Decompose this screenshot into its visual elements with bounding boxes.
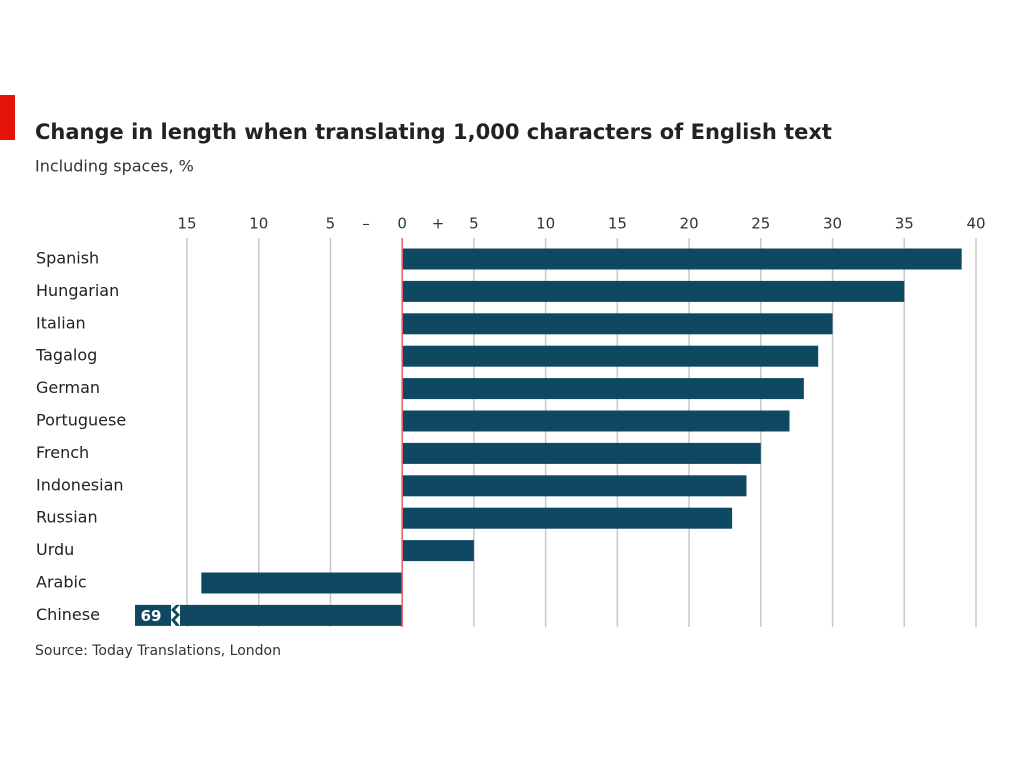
bar — [402, 442, 761, 464]
x-tick-label: 40 — [966, 215, 985, 233]
x-tick-label: 15 — [608, 215, 627, 233]
x-tick-label: 25 — [751, 215, 770, 233]
bar — [402, 475, 747, 497]
bar — [402, 313, 833, 335]
y-tick-label: Italian — [36, 313, 86, 332]
bar — [402, 540, 474, 562]
bar — [402, 410, 790, 432]
sign-label: + — [432, 215, 445, 233]
y-tick-label: German — [36, 378, 100, 397]
sign-label: – — [362, 215, 370, 233]
y-tick-label: Hungarian — [36, 281, 119, 300]
x-tick-label: 5 — [469, 215, 479, 233]
bar — [402, 280, 905, 302]
bar — [201, 572, 403, 594]
y-tick-label: Indonesian — [36, 475, 124, 494]
x-tick-label: 35 — [895, 215, 914, 233]
value-label: 69 — [141, 607, 162, 625]
bar-label-box — [135, 604, 171, 626]
source: Source: Today Translations, London — [35, 643, 281, 659]
chart-subtitle: Including spaces, % — [35, 157, 194, 176]
y-tick-label: Russian — [36, 508, 98, 527]
brand-mark — [0, 95, 15, 140]
y-tick-label: Urdu — [36, 540, 74, 559]
x-tick-label: 10 — [536, 215, 555, 233]
x-tick-label: 10 — [249, 215, 268, 233]
bar — [180, 604, 403, 626]
bar — [402, 248, 962, 270]
y-tick-label: Tagalog — [35, 346, 97, 365]
bar — [402, 507, 733, 529]
y-tick-label: Spanish — [36, 249, 99, 268]
x-tick-label: 5 — [326, 215, 336, 233]
x-tick-label: 0 — [397, 215, 407, 233]
x-tick-label: 20 — [680, 215, 699, 233]
y-tick-label: Chinese — [36, 605, 100, 624]
y-tick-label: Arabic — [36, 573, 87, 592]
x-tick-label: 15 — [177, 215, 196, 233]
bar-break — [171, 604, 180, 626]
chart-title: Change in length when translating 1,000 … — [35, 120, 832, 144]
x-tick-label: 30 — [823, 215, 842, 233]
bar — [402, 345, 819, 367]
y-tick-label: Portuguese — [36, 411, 126, 430]
bar — [402, 378, 804, 400]
y-tick-label: French — [36, 443, 89, 462]
